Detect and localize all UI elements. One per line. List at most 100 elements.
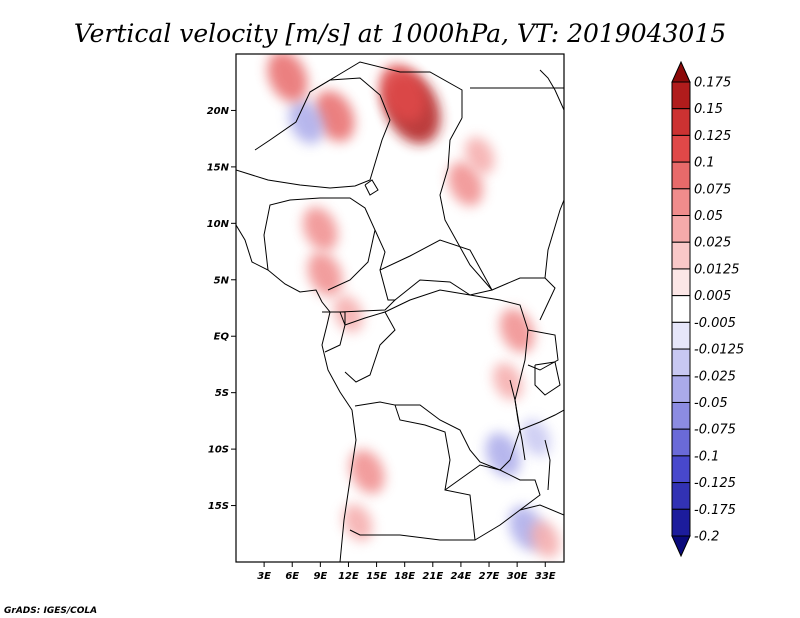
colorbar-swatch xyxy=(671,401,691,430)
lake-tanganyika xyxy=(509,379,526,461)
lake-malawi xyxy=(544,439,551,491)
updraft-patch xyxy=(379,64,426,123)
gabon-border xyxy=(322,311,346,353)
colorbar-label: -0.0125 xyxy=(694,343,744,358)
updraft-patch xyxy=(307,252,343,297)
x-tick-label: 27E xyxy=(479,571,500,582)
colorbar-label: 0.125 xyxy=(694,129,731,144)
colorbar: 0.175 0.15 0.125 0.1 0.075 0.05 0.025 0.0125 0.0… xyxy=(671,60,744,558)
y-axis: 20N 15N 10N 5N EQ 5S 10S 15S xyxy=(207,106,236,512)
updraft-patch xyxy=(530,520,561,559)
x-tick-label: 18E xyxy=(394,571,415,582)
plot-area xyxy=(236,54,564,562)
colorbar-label: 0.1 xyxy=(694,156,715,171)
mozambique-border xyxy=(519,504,564,516)
country-borders xyxy=(236,61,564,562)
colorbar-label: 0.005 xyxy=(694,289,731,304)
x-tick-label: 9E xyxy=(313,571,327,582)
colorbar-swatch xyxy=(671,134,691,163)
colorbar-cap-top xyxy=(671,60,691,83)
colorbar-swatch xyxy=(671,188,691,217)
x-axis: 3E 6E 9E 12E 15E 18E 21E 24E 27E 30E 33E xyxy=(257,562,556,582)
colorbar-label: 0.05 xyxy=(694,209,723,224)
updraft-patch xyxy=(343,503,373,542)
colorbar-label: -0.075 xyxy=(694,423,736,438)
sudan-chad-border xyxy=(439,117,493,291)
colorbar-swatch xyxy=(671,321,691,350)
updraft-patch xyxy=(314,90,355,142)
colorbar-swatch xyxy=(671,295,691,323)
libya-border xyxy=(309,61,463,118)
tanzania-border xyxy=(519,409,564,431)
colorbar-swatch xyxy=(671,161,691,190)
cameroon-border xyxy=(339,229,397,313)
colorbar-cap-bottom xyxy=(671,535,691,558)
colorbar-swatch xyxy=(671,348,691,377)
colorbar-label: 0.175 xyxy=(694,76,731,91)
colorbar-label: -0.125 xyxy=(694,476,736,491)
x-tick-label: 21E xyxy=(422,571,443,582)
colorbar-swatch xyxy=(671,81,691,110)
colorbar-swatch xyxy=(671,508,691,537)
y-tick-label: 15S xyxy=(208,501,229,512)
colorbar-swatch xyxy=(671,215,691,243)
colorbar-label: -0.005 xyxy=(694,316,736,331)
colorbar-label: 0.075 xyxy=(694,182,731,197)
downdraft-patch xyxy=(521,419,551,457)
x-tick-label: 30E xyxy=(507,571,528,582)
congo-border xyxy=(339,311,396,383)
y-tick-label: 5N xyxy=(214,275,230,286)
x-tick-label: 3E xyxy=(257,571,271,582)
downdraft-patch xyxy=(485,432,521,477)
y-tick-label: 15N xyxy=(207,162,230,173)
plot-frame xyxy=(235,53,565,563)
colorbar-swatch xyxy=(671,268,691,297)
colorbar-label: -0.2 xyxy=(694,530,719,545)
chart-title: Vertical velocity [m/s] at 1000hPa, VT: … xyxy=(74,19,726,48)
x-tick-label: 6E xyxy=(285,571,299,582)
colorbar-label: -0.175 xyxy=(694,503,736,518)
angola-border xyxy=(349,401,476,541)
updraft-patch xyxy=(267,54,308,103)
updraft-patch xyxy=(302,206,338,252)
updraft-patch xyxy=(333,294,364,333)
updraft-patch xyxy=(349,449,385,494)
lake-victoria xyxy=(534,361,561,396)
colorbar-label: -0.05 xyxy=(694,396,728,411)
colorbar-swatch xyxy=(671,108,691,136)
colorbar-label: -0.1 xyxy=(694,449,719,464)
lake-chad xyxy=(364,179,379,196)
x-tick-label: 12E xyxy=(338,571,359,582)
colorbar-swatch xyxy=(671,428,691,457)
red-sea-coast xyxy=(539,69,564,111)
field-features xyxy=(267,54,561,559)
colorbar-swatch xyxy=(671,455,691,484)
x-tick-label: 15E xyxy=(366,571,387,582)
nigeria-border xyxy=(263,197,376,291)
niger-border xyxy=(236,119,391,189)
colorbar-swatch xyxy=(671,375,691,403)
x-tick-label: 24E xyxy=(451,571,472,582)
colorbar-label: -0.025 xyxy=(694,369,736,384)
colorbar-label: 0.0125 xyxy=(694,262,740,277)
ethiopia-border xyxy=(544,199,564,279)
y-tick-label: EQ xyxy=(214,332,230,343)
y-tick-label: 5S xyxy=(215,388,229,399)
zambia-border xyxy=(444,464,541,541)
footer-credit: GrADS: IGES/COLA xyxy=(4,606,97,616)
y-tick-label: 10N xyxy=(207,219,230,230)
coastline-west xyxy=(236,224,357,562)
colorbar-label: 0.15 xyxy=(694,102,723,117)
y-tick-label: 10S xyxy=(208,445,229,456)
colorbar-label: 0.025 xyxy=(694,236,731,251)
x-tick-label: 33E xyxy=(535,571,556,582)
updraft-patch xyxy=(493,362,523,401)
downdraft-patch xyxy=(288,99,324,144)
y-tick-label: 20N xyxy=(207,106,230,117)
uganda-border xyxy=(527,329,559,371)
niger-north-border xyxy=(254,77,391,151)
updraft-patch xyxy=(448,161,484,206)
colorbar-swatch xyxy=(671,482,691,510)
colorbar-swatch xyxy=(671,241,691,270)
